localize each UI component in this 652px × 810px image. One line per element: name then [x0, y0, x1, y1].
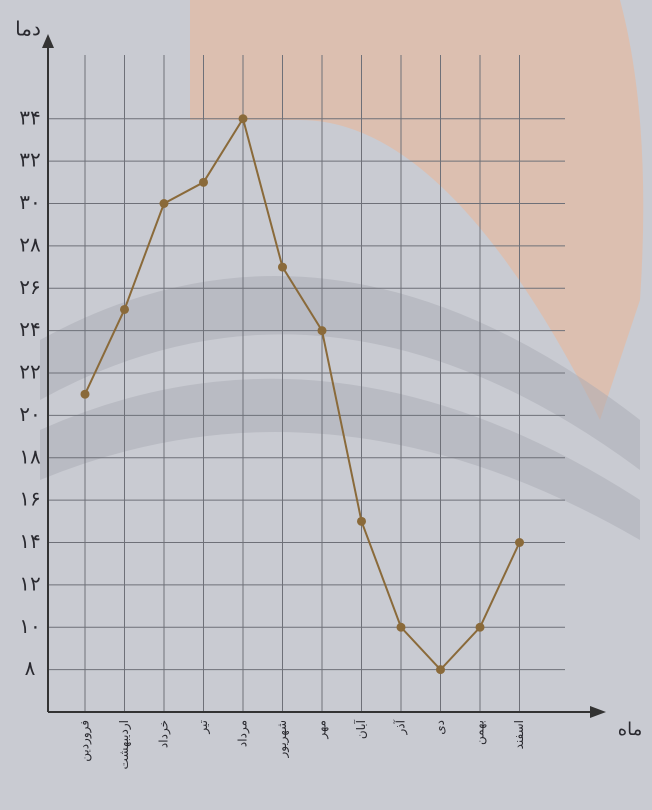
x-tick-label: فروردین [78, 720, 93, 762]
data-point [159, 199, 169, 208]
y-tick-label: ۱۴ [19, 529, 40, 553]
x-tick-label: دی [433, 720, 447, 735]
x-tick-label: تیر [196, 720, 211, 735]
data-point [278, 262, 287, 272]
x-tick-label: مهر [315, 720, 330, 740]
x-tick-label: آذر [393, 719, 409, 735]
data-point [515, 538, 524, 547]
data-point [238, 114, 248, 124]
x-tick-label: اسفند [512, 720, 526, 749]
data-line [84, 116, 521, 672]
y-axis-title: دما [15, 17, 41, 41]
data-point [357, 516, 366, 526]
y-tick-label: ۳۰ [19, 190, 40, 214]
data-point [80, 389, 90, 399]
data-point [436, 665, 445, 675]
y-tick-label: ۳۲ [19, 148, 40, 172]
data-point [396, 622, 406, 632]
y-tick-label: ۱۶ [19, 487, 40, 511]
x-axis-arrow [590, 706, 606, 718]
y-tick-label: ۲۶ [19, 275, 40, 299]
y-tick-label: ۲۴ [19, 317, 40, 341]
y-tick-label: ۱۲ [19, 571, 40, 595]
x-tick-label: شهریور [275, 720, 290, 759]
x-tick-label: اردیبهشت [117, 720, 132, 769]
x-axis-title: ماه [618, 719, 643, 740]
y-tick-label: ۲۰ [19, 402, 40, 426]
x-tick-label: آبان [353, 719, 368, 739]
decoration [40, 378, 640, 540]
y-tick-label: ۳۴ [19, 105, 40, 129]
data-point [199, 177, 208, 187]
y-axis-arrow [42, 34, 54, 48]
data-point [475, 622, 485, 632]
x-tick-label: خرداد [157, 720, 172, 748]
decoration [40, 276, 640, 470]
y-tick-label: ۱۰ [19, 614, 40, 638]
decoration [190, 0, 644, 420]
y-tick-label: ۲۲ [19, 360, 40, 384]
y-tick-label: ۱۸ [19, 444, 41, 468]
x-tick-label: مرداد [236, 720, 251, 747]
y-tick-label: ۲۸ [19, 232, 41, 256]
x-tick-label: بهمن [473, 720, 488, 745]
grid [48, 55, 565, 712]
data-point [120, 304, 129, 314]
data-point [317, 326, 327, 336]
y-tick-label: ۸ [25, 656, 36, 680]
